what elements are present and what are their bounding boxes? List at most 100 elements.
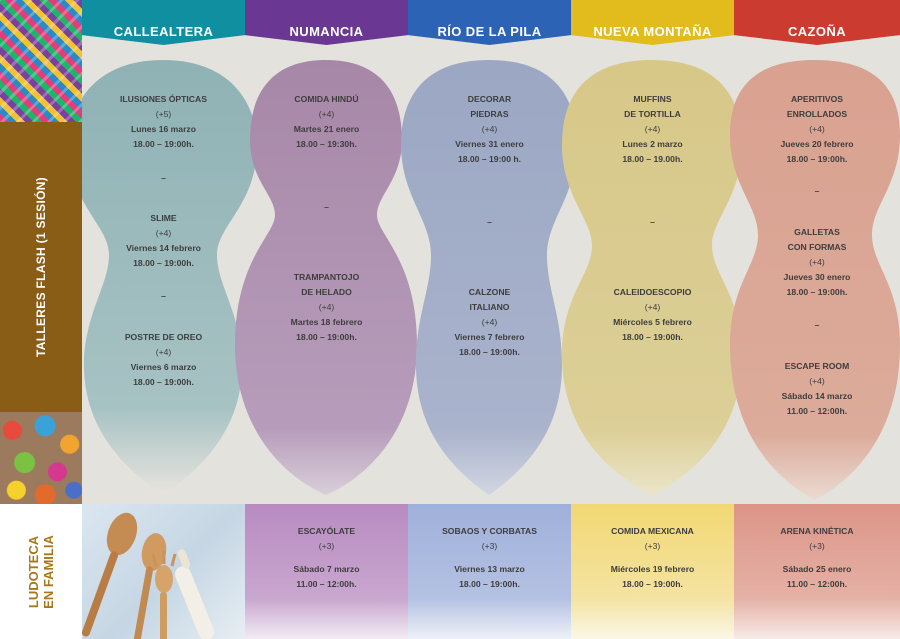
col-cazona-taller-3: ESCAPE ROOM (+4) Sábado 14 marzo 11.00 –… [734,359,900,419]
header-numancia: NUMANCIA [245,0,408,45]
taller-date: Miércoles 5 febrero [613,317,692,327]
talleres-flash-label: TALLERES FLASH (1 SESIÓN) [34,177,48,357]
blob-rio-de-la-pila [401,60,577,495]
taller-age: (+4) [155,228,172,238]
familia-title: ESCAYÓLATE [297,526,356,536]
taller-date: Martes 18 febrero [290,317,363,327]
taller-date: Jueves 20 febrero [780,139,854,149]
taller-date: Jueves 30 enero [783,272,851,282]
taller-age: (+4) [809,124,825,134]
familia-date: Sábado 7 marzo [293,564,360,574]
separator: – [161,173,166,183]
taller-title: COMIDA HINDÚ [294,94,359,104]
header-numancia-label: NUMANCIA [289,24,364,39]
header-rio-label: RÍO DE LA PILA [437,24,542,39]
familia-age: (+3) [809,541,825,551]
col-callealtera-taller-3: POSTRE DE OREO (+4) Viernes 6 marzo 18.0… [82,330,245,390]
taller-age: (+5) [155,109,172,119]
familia-cazona: ARENA KINÉTICA (+3) Sábado 25 enero 11.0… [734,504,900,639]
taller-title: ENROLLADOS [786,109,848,119]
taller-title: CALZONE [468,287,511,297]
ludoteca-label: LUDOTECA EN FAMILIA [26,535,56,609]
col-numancia-taller-1: COMIDA HINDÚ (+4) Martes 21 enero 18.00 … [245,92,408,152]
ludoteca-bar: LUDOTECA EN FAMILIA [0,504,82,639]
taller-time: 18.00 – 19:00h. [459,347,520,357]
familia-time: 11.00 – 12:00h. [786,579,848,589]
familia-date: Sábado 25 enero [782,564,852,574]
ludoteca-label-line2: EN FAMILIA [41,534,56,609]
familia-title: ARENA KINÉTICA [780,526,854,536]
taller-title: POSTRE DE OREO [124,332,203,342]
familia-age: (+3) [481,541,498,551]
taller-time: 18.00 – 19:00h. [296,332,357,342]
col-cazona-taller-2: GALLETAS CON FORMAS (+4) Jueves 30 enero… [734,225,900,300]
taller-time: 18.00 – 19:00h. [622,332,683,342]
blob-nueva-montana [562,60,742,495]
blob-cazona [730,60,900,500]
header-montana-label: NUEVA MONTAÑA [593,24,712,39]
taller-time: 11.00 – 12:00h. [786,406,848,416]
taller-title: PIEDRAS [470,109,509,119]
taller-title: MUFFINS [633,94,672,104]
taller-date: Viernes 7 febrero [454,332,525,342]
familia-time: 11.00 – 12:00h. [296,579,357,589]
col-montana-taller-1: MUFFINS DE TORTILLA (+4) Lunes 2 marzo 1… [571,92,734,167]
familia-time: 18.00 – 19:00h. [622,579,683,589]
taller-time: 18.00 – 19.00h. [622,154,683,164]
taller-time: 18.00 – 19:30h. [296,139,357,149]
taller-time: 18.00 – 19:00h. [133,258,194,268]
familia-time: 18.00 – 19:00h. [459,579,520,589]
familia-age: (+3) [644,541,661,551]
taller-time: 18.00 – 19:00 h. [457,154,522,164]
separator: – [161,291,166,301]
taller-age: (+4) [318,109,335,119]
familia-age: (+3) [318,541,335,551]
taller-title: ESCAPE ROOM [784,361,850,371]
taller-date: Viernes 6 marzo [130,362,197,372]
taller-age: (+4) [481,317,498,327]
taller-title: CALEIDOESCOPIO [613,287,692,297]
taller-age: (+4) [155,347,172,357]
col-rio-taller-1: DECORAR PIEDRAS (+4) Viernes 31 enero 18… [408,92,571,167]
taller-time: 18.00 – 19:00h. [786,154,848,164]
col-rio-taller-2: CALZONE ITALIANO (+4) Viernes 7 febrero … [408,285,571,360]
taller-title: ITALIANO [469,302,510,312]
familia-numancia: ESCAYÓLATE (+3) Sábado 7 marzo 11.00 – 1… [245,504,408,639]
header-callealtera-label: CALLEALTERA [113,24,214,39]
col-montana-taller-2: CALEIDOESCOPIO (+4) Miércoles 5 febrero … [571,285,734,345]
taller-date: Lunes 16 marzo [131,124,196,134]
familia-nueva-montana: COMIDA MEXICANA (+3) Miércoles 19 febrer… [571,504,734,639]
ludoteca-label-line1: LUDOTECA [26,535,41,608]
col-cazona-taller-1: APERITIVOS ENROLLADOS (+4) Jueves 20 feb… [734,92,900,167]
col-numancia-taller-2: TRAMPANTOJO DE HELADO (+4) Martes 18 feb… [245,270,408,345]
separator: – [814,320,820,330]
decorative-pattern-top [0,0,82,122]
taller-title: DE TORTILLA [624,109,681,119]
taller-title: DECORAR [467,94,512,104]
separator: – [650,217,655,227]
taller-title: APERITIVOS [790,94,844,104]
taller-age: (+4) [481,124,498,134]
taller-date: Sábado 14 marzo [781,391,853,401]
separator: – [487,217,492,227]
taller-age: (+4) [644,302,661,312]
taller-time: 18.00 – 19:00h. [133,377,194,387]
blob-callealtera [82,60,257,495]
familia-title: COMIDA MEXICANA [611,526,694,536]
kitchen-utensils-photo [82,504,245,639]
col-callealtera-taller-2: SLIME (+4) Viernes 14 febrero 18.00 – 19… [82,211,245,271]
talleres-blobs [82,60,900,500]
familia-rio-de-la-pila: SOBAOS Y CORBATAS (+3) Viernes 13 marzo … [408,504,571,639]
blob-numancia [235,60,417,495]
header-cazona-label: CAZOÑA [787,24,846,39]
familia-date: Miércoles 19 febrero [610,564,695,574]
taller-date: Martes 21 enero [293,124,360,134]
taller-date: Viernes 31 enero [455,139,524,149]
header-callealtera: CALLEALTERA [82,0,245,45]
taller-title: CON FORMAS [787,242,847,252]
header-cazona: CAZOÑA [734,0,900,45]
taller-time: 18.00 – 19:00h. [786,287,848,297]
familia-date: Viernes 13 marzo [454,564,525,574]
familia-title: SOBAOS Y CORBATAS [442,526,537,536]
taller-title: GALLETAS [794,227,840,237]
